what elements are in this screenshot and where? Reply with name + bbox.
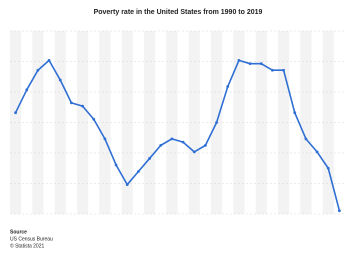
point: [271, 68, 274, 72]
point: [259, 62, 263, 66]
point: [237, 59, 241, 62]
point: [226, 85, 230, 88]
column-band: [54, 31, 66, 214]
point: [81, 104, 84, 108]
point: [58, 78, 62, 82]
point: [148, 157, 151, 160]
point: [315, 150, 319, 154]
source-credit: © Statista 2021: [10, 242, 44, 249]
point: [14, 111, 17, 115]
point: [293, 111, 297, 115]
point: [282, 68, 285, 72]
column-band: [144, 31, 156, 214]
point: [338, 209, 341, 213]
column-band: [255, 31, 267, 214]
point: [103, 137, 107, 141]
point: [125, 183, 129, 186]
point: [137, 170, 140, 173]
point: [70, 101, 73, 105]
point: [36, 68, 40, 72]
column-band: [99, 31, 111, 214]
point: [192, 150, 196, 154]
chart-title: Poverty rate in the United States from 1…: [94, 9, 263, 16]
point: [92, 117, 96, 121]
point: [215, 121, 218, 124]
line: [14, 59, 341, 211]
point: [114, 163, 118, 167]
point: [204, 143, 207, 147]
point: [159, 143, 163, 147]
point: [170, 137, 174, 141]
point: [248, 62, 252, 66]
column-band: [32, 31, 44, 214]
point: [181, 140, 185, 144]
column-band: [300, 31, 312, 214]
point: [304, 137, 308, 141]
point: [25, 88, 29, 92]
column-band: [322, 31, 334, 214]
source-label: Source: [10, 229, 27, 235]
point: [326, 166, 330, 170]
point: [47, 59, 51, 62]
plot-background: [10, 30, 345, 215]
source-org: US Census Bureau: [10, 236, 53, 242]
